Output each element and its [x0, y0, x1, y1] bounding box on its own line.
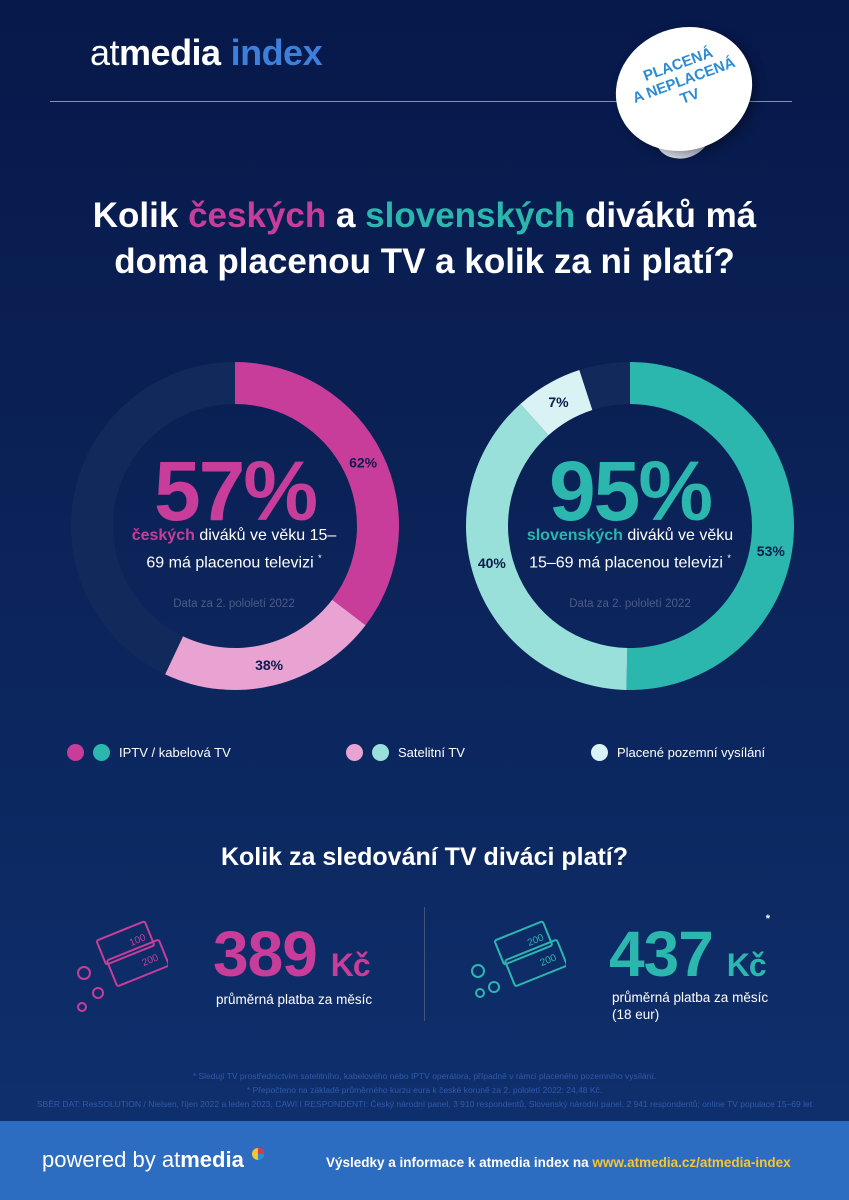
czech-donut-slice-1 — [235, 362, 399, 626]
slovak-note-200a-label: 200 — [526, 932, 546, 949]
czech-payment-caption: průměrná platba za měsíc — [216, 992, 373, 1007]
legend-dot-cz-sat — [346, 744, 363, 761]
footer-info: Výsledky a informace k atmedia index na … — [326, 1155, 791, 1170]
payment-section-title: Kolik za sledování TV diváci platí? — [220, 843, 629, 871]
atmedia-index-logo: atmedia index — [90, 32, 323, 73]
slovak-data-note: Data za 2. pololetí 2022 — [569, 598, 691, 610]
czech-data-note: Data za 2. pololetí 2022 — [173, 598, 295, 610]
legend-dot-sk-terr — [591, 744, 608, 761]
czech-note-100-label: 100 — [128, 932, 148, 949]
legend-dot-sk-sat — [372, 744, 389, 761]
legend-satellite: Satelitní TV — [346, 744, 465, 761]
header-divider — [50, 101, 792, 102]
slovak-donut-slice-3-label: 7% — [548, 394, 569, 410]
slovak-average-payment: 437 Kč* — [609, 913, 770, 990]
atmedia-logo-icon — [251, 1148, 264, 1160]
czech-donut-slice-2-label: 38% — [255, 657, 284, 673]
footnote-1: * Sledují TV prostřednictvím satelitního… — [192, 1071, 657, 1081]
footnote-2: * Přepočteno na základě průměrného kurzu… — [246, 1085, 603, 1095]
slovak-donut-slice-2 — [466, 404, 628, 690]
slovak-note-200b-label: 200 — [539, 952, 559, 969]
slovak-paid-tv-percent: 95% — [548, 444, 713, 538]
czech-note-200-label: 200 — [141, 952, 161, 969]
czech-description: českých diváků ve věku 15–69 má placenou… — [131, 527, 337, 572]
slovak-description: slovenských diváků ve věku 15–69 má plac… — [526, 527, 734, 572]
slovak-donut-slice-2-label: 40% — [478, 555, 507, 571]
slovak-donut-slice-1 — [626, 362, 795, 690]
czech-money-icon: 100 200 — [77, 920, 168, 1012]
powered-by: powered by atmedia — [42, 1147, 265, 1173]
legend-dot-cz-cable — [67, 744, 84, 761]
slovak-donut-slice-1-label: 53% — [757, 543, 786, 559]
payment-divider — [424, 907, 425, 1021]
legend-dot-sk-cable — [93, 744, 110, 761]
footer-bar — [0, 1121, 849, 1200]
czech-donut-slice-2 — [165, 599, 366, 690]
slovak-money-icon: 200 200 — [471, 920, 566, 998]
legend-cable: IPTV / kabelová TV — [67, 744, 231, 761]
footnote-sources: SBĚR DAT: ResSOLUTION / Nielsen, říjen 2… — [36, 1099, 813, 1109]
slovak-donut-chart: 53% 40% 7% — [466, 362, 795, 690]
legend-terrestrial: Placené pozemní vysílání — [591, 744, 765, 761]
czech-donut-slice-1-label: 62% — [349, 454, 378, 470]
slovak-payment-caption: průměrná platba za měsíc (18 eur) — [612, 990, 769, 1022]
slovak-donut-slice-3 — [520, 370, 593, 436]
czech-average-payment: 389 Kč — [213, 918, 371, 990]
page-title: Kolik českých a slovenských diváků má do… — [92, 196, 757, 281]
czech-paid-tv-percent: 57% — [153, 444, 318, 538]
czech-donut-chart: 62% 38% — [71, 362, 399, 690]
atmedia-index-link[interactable]: www.atmedia.cz/atmedia-index — [592, 1155, 791, 1170]
